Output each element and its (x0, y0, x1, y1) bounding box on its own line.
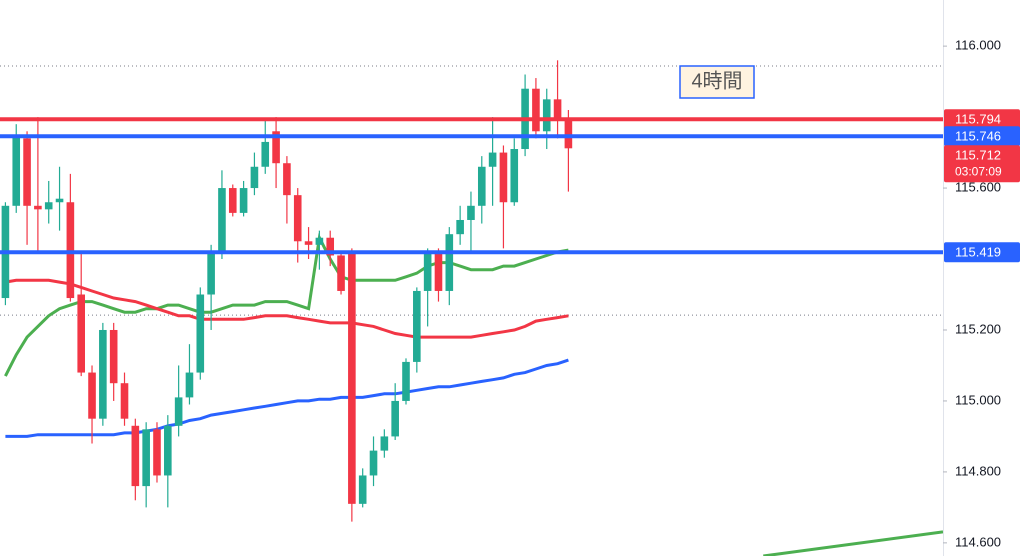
candle-body (293, 195, 302, 242)
candle-body (164, 425, 172, 476)
candle-body (228, 188, 237, 213)
price-label-box (944, 109, 1020, 130)
candle-body (542, 99, 551, 132)
current-price: 115.712 (955, 148, 1001, 163)
moving-average (5, 358, 569, 438)
candle-body (532, 88, 540, 132)
price-label: 115.419 (955, 245, 1001, 260)
price-label-box (944, 242, 1020, 263)
current-price-box (944, 145, 1020, 183)
candle-body (488, 152, 497, 167)
candle-body (77, 294, 85, 373)
moving-average (763, 530, 943, 556)
candle-body (477, 166, 486, 206)
candle-body (99, 329, 107, 419)
candle-body (23, 138, 31, 206)
candle-body (109, 329, 118, 384)
candle-body (196, 294, 205, 373)
candle-body (510, 149, 519, 203)
moving-average (5, 278, 569, 339)
candle-body (499, 152, 508, 203)
candle-body (174, 397, 183, 426)
price-axis: 116.000 115.600 115.200 115.000 114.800 114.6… (943, 38, 1020, 549)
annotation-box (679, 65, 755, 99)
candle-body (272, 131, 280, 164)
y-tick-label: 114.600 (955, 534, 1001, 549)
price-label: 115.746 (955, 129, 1001, 144)
price-label-box (944, 126, 1020, 147)
candle-body (218, 188, 226, 252)
candle-body (391, 400, 399, 437)
candle-body (315, 237, 324, 245)
y-tick-label: 115.000 (955, 392, 1001, 407)
y-tick-label: 114.800 (955, 463, 1001, 478)
candle-body (207, 251, 215, 295)
candle-body (380, 436, 389, 451)
candle-body (250, 166, 259, 189)
candle-body (88, 372, 96, 419)
candle-body (12, 134, 21, 206)
candle-body (153, 429, 161, 476)
candle-body (423, 251, 432, 291)
y-tick-label: 115.200 (955, 321, 1001, 336)
candle-body (120, 383, 129, 419)
y-tick-label: 115.600 (955, 179, 1001, 194)
candle-body (445, 234, 454, 291)
candle-body (55, 198, 64, 203)
candle-body (369, 450, 378, 476)
candle-body (434, 251, 443, 291)
candle-body (34, 205, 42, 210)
candle-body (348, 251, 356, 504)
candle-body (261, 141, 270, 167)
candle-body (131, 425, 140, 487)
candle-body (337, 255, 345, 291)
annotation: 4時間 (691, 69, 742, 92)
candle-body (283, 163, 291, 196)
candle-body (304, 241, 313, 245)
candle-body (185, 372, 194, 398)
candle-body (358, 475, 367, 504)
candle-body (44, 202, 53, 210)
candle-body (553, 99, 562, 121)
candle-body (402, 361, 410, 401)
candle-body (66, 202, 75, 299)
candle-body (326, 237, 335, 256)
candle-body (142, 429, 150, 487)
countdown: 03:07:09 (955, 164, 1002, 178)
moving-average (4, 232, 569, 377)
y-tick-label: 116.000 (955, 38, 1001, 53)
candle-body (239, 188, 248, 213)
price-label: 115.794 (955, 112, 1001, 127)
plot-area (0, 60, 943, 556)
candle-body (413, 290, 421, 362)
candle-body (467, 205, 475, 220)
candle-body (456, 219, 464, 235)
